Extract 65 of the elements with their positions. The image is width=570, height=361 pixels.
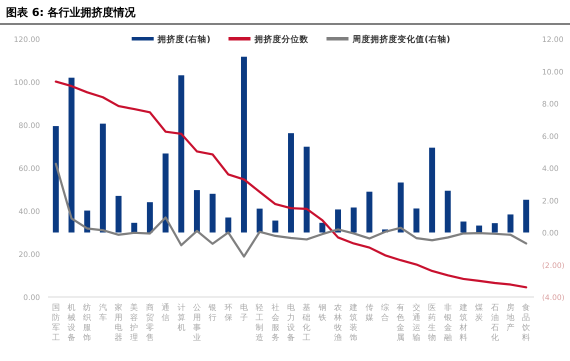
legend-label: 拥挤度分位数 (254, 34, 310, 45)
x-tick-label: 建筑装饰 (348, 303, 358, 342)
x-tick-label: 轻工制造 (256, 303, 264, 342)
bar (304, 146, 310, 232)
x-tick-label: 煤炭 (475, 303, 484, 322)
bar (476, 226, 482, 232)
bar (508, 214, 514, 232)
x-tick-label: 银行 (208, 303, 217, 322)
x-tick-label: 综合 (381, 303, 390, 322)
x-tick-label: 家用电器 (114, 303, 123, 342)
x-tick-label: 计算机 (177, 303, 186, 332)
bar (319, 222, 326, 232)
bar (68, 78, 74, 232)
x-tick-label: 有色金属 (396, 303, 405, 342)
bar (444, 190, 451, 232)
x-tick-label: 食品饮料 (521, 303, 530, 342)
x-tick-label: 非银金融 (442, 303, 452, 342)
x-tick-label: 建筑材料 (458, 303, 468, 342)
bar (194, 190, 200, 232)
bar (256, 208, 263, 232)
bar (272, 220, 278, 232)
bar (492, 223, 498, 232)
bar (523, 200, 530, 232)
bar (100, 124, 106, 232)
line-series (54, 80, 528, 288)
x-tick-label: 房地产 (505, 303, 514, 332)
x-tick-label: 机械设备 (68, 303, 76, 342)
x-tick-label: 汽车 (98, 303, 107, 322)
x-tick-label: 商贸零售 (146, 303, 154, 342)
bar (52, 126, 59, 232)
x-tick-label: 基础化工 (302, 303, 311, 342)
x-tick-label: 医药生物 (428, 303, 436, 342)
x-tick-label: 通信 (162, 303, 170, 322)
legend-label: 周度拥挤度变化值(右轴) (352, 34, 450, 45)
x-tick-label: 传媒 (365, 303, 374, 322)
bar (210, 194, 216, 232)
bar (366, 192, 372, 232)
bar (288, 133, 294, 232)
bar (178, 75, 184, 232)
bar (460, 222, 466, 232)
bar (413, 208, 420, 232)
x-tick-label: 国防军工 (52, 303, 60, 342)
x-tick-label: 环保 (224, 303, 232, 322)
bar (429, 148, 436, 232)
x-tick-label: 交通运输 (412, 303, 420, 342)
x-tick-label: 美容护理 (129, 303, 138, 342)
line-series (54, 162, 528, 258)
legend-label: 拥挤度(右轴) (156, 34, 211, 45)
chart-title: 图表 6: 各行业拥挤度情况 (6, 6, 137, 19)
bar (350, 208, 357, 232)
bar (335, 209, 342, 232)
bar (146, 202, 153, 232)
x-tick-label: 电子 (240, 303, 248, 322)
bar (116, 196, 122, 232)
bar (240, 56, 247, 232)
x-tick-label: 钢铁 (317, 303, 326, 322)
x-tick-label: 电力设备 (287, 303, 295, 342)
x-tick-label: 农林牧渔 (333, 303, 342, 342)
x-tick-label: 社会服务 (271, 303, 280, 342)
x-tick-label: 石油石化 (490, 303, 499, 342)
x-tick-label: 纺织服饰 (82, 303, 92, 342)
x-tick-label: 公用事业 (192, 303, 201, 342)
bar (131, 222, 138, 232)
bar (162, 153, 169, 232)
bar (225, 218, 232, 232)
